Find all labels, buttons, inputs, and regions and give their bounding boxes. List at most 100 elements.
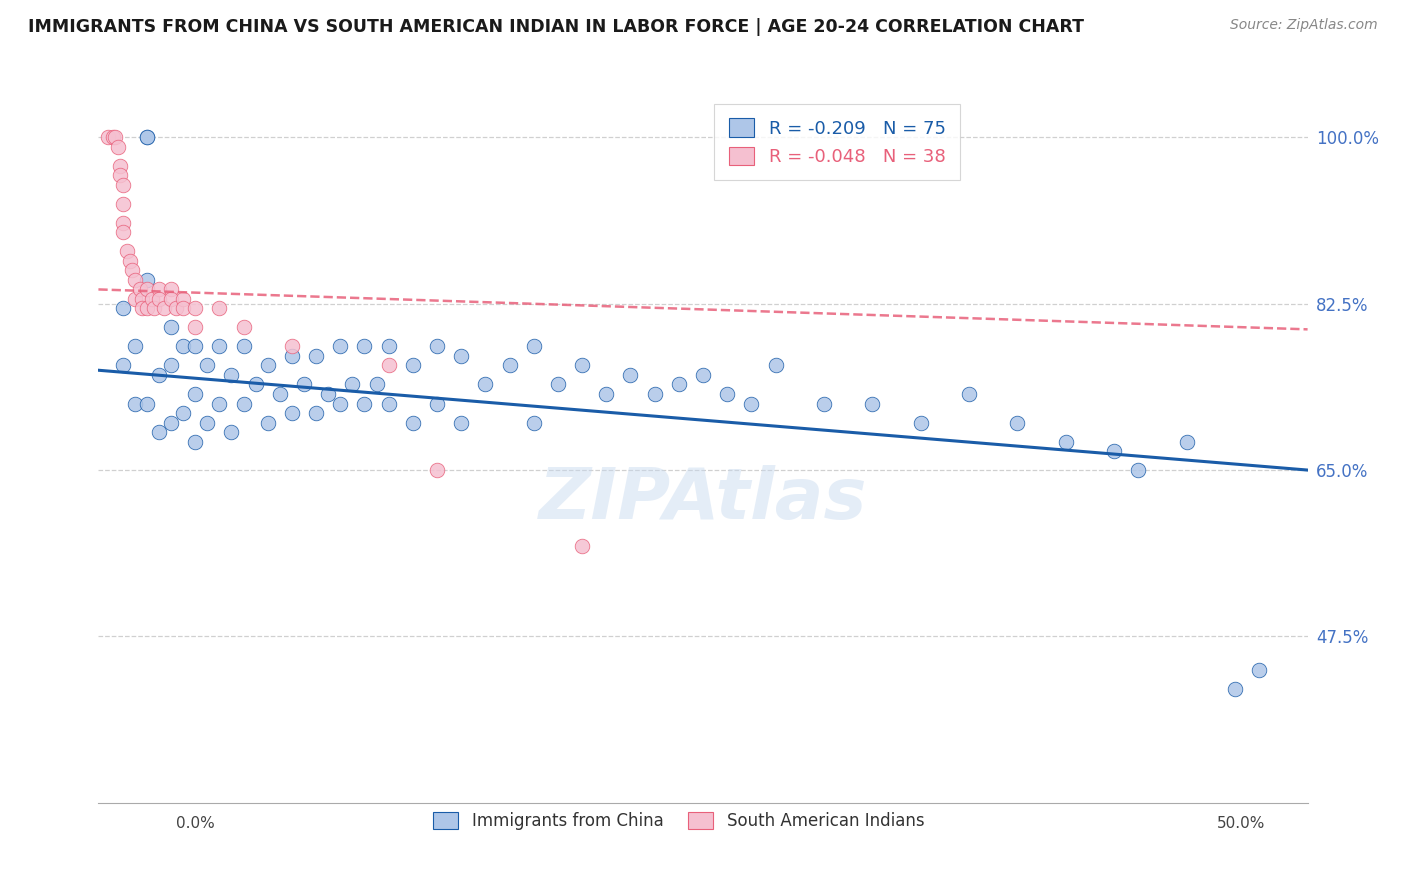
Point (329, 396, 352, 410)
Point (172, 406, 194, 420)
Point (813, 396, 835, 410)
Text: 50.0%: 50.0% (1218, 816, 1265, 831)
Point (232, 320, 254, 334)
Point (1223, 681, 1246, 696)
Point (402, 359, 425, 373)
Point (1175, 434, 1198, 449)
Point (377, 339, 399, 353)
Point (860, 396, 883, 410)
Point (595, 387, 617, 401)
Point (1249, 663, 1271, 677)
Point (1007, 416, 1029, 430)
Point (910, 416, 932, 430)
Point (165, 301, 187, 316)
Point (221, 425, 243, 439)
Point (1054, 434, 1077, 449)
Point (342, 377, 364, 392)
Point (160, 292, 183, 306)
Point (141, 292, 163, 306)
Point (135, 273, 157, 287)
Point (135, 130, 157, 145)
Point (281, 339, 304, 353)
Point (571, 539, 593, 553)
Point (523, 416, 546, 430)
Point (172, 339, 194, 353)
Point (152, 301, 174, 316)
Point (353, 339, 375, 353)
Point (124, 339, 146, 353)
Point (523, 339, 546, 353)
Point (160, 320, 183, 334)
Point (184, 320, 207, 334)
Point (740, 396, 762, 410)
Point (402, 416, 425, 430)
Point (256, 416, 278, 430)
Point (148, 282, 170, 296)
Point (117, 244, 139, 259)
Point (121, 263, 143, 277)
Point (329, 339, 352, 353)
Point (111, 301, 134, 316)
Point (184, 339, 207, 353)
Point (716, 387, 738, 401)
Point (316, 387, 339, 401)
Point (498, 359, 520, 373)
Text: 0.0%: 0.0% (176, 816, 215, 831)
Point (107, 140, 129, 154)
Point (148, 368, 170, 382)
Text: ZIPAtlas: ZIPAtlas (538, 465, 868, 533)
Point (269, 387, 291, 401)
Point (111, 359, 134, 373)
Point (124, 273, 146, 287)
Point (160, 359, 183, 373)
Point (450, 416, 472, 430)
Point (426, 396, 449, 410)
Point (128, 282, 150, 296)
Point (377, 396, 399, 410)
Point (256, 359, 278, 373)
Point (118, 253, 141, 268)
Point (281, 349, 304, 363)
Point (101, 130, 124, 145)
Point (195, 359, 218, 373)
Point (281, 406, 304, 420)
Point (426, 463, 449, 477)
Point (668, 377, 690, 392)
Point (124, 292, 146, 306)
Text: Source: ZipAtlas.com: Source: ZipAtlas.com (1230, 18, 1378, 32)
Point (1102, 444, 1125, 458)
Point (450, 349, 472, 363)
Point (366, 377, 388, 392)
Point (305, 349, 328, 363)
Point (208, 396, 231, 410)
Point (111, 226, 134, 240)
Point (644, 387, 666, 401)
Point (208, 301, 231, 316)
Point (474, 377, 496, 392)
Point (135, 396, 157, 410)
Point (377, 359, 399, 373)
Point (353, 396, 375, 410)
Point (232, 396, 254, 410)
Point (148, 425, 170, 439)
Point (111, 178, 134, 192)
Point (571, 359, 593, 373)
Point (160, 282, 183, 296)
Point (208, 339, 231, 353)
Point (111, 197, 134, 211)
Point (108, 159, 131, 173)
Point (135, 301, 157, 316)
Point (184, 301, 207, 316)
Point (547, 377, 569, 392)
Point (1128, 463, 1150, 477)
Point (97, 130, 120, 145)
Point (195, 416, 218, 430)
Point (143, 301, 166, 316)
Point (232, 339, 254, 353)
Legend: Immigrants from China, South American Indians: Immigrants from China, South American In… (422, 800, 936, 841)
Point (104, 130, 127, 145)
Point (292, 377, 315, 392)
Point (135, 282, 157, 296)
Point (765, 359, 787, 373)
Point (245, 377, 267, 392)
